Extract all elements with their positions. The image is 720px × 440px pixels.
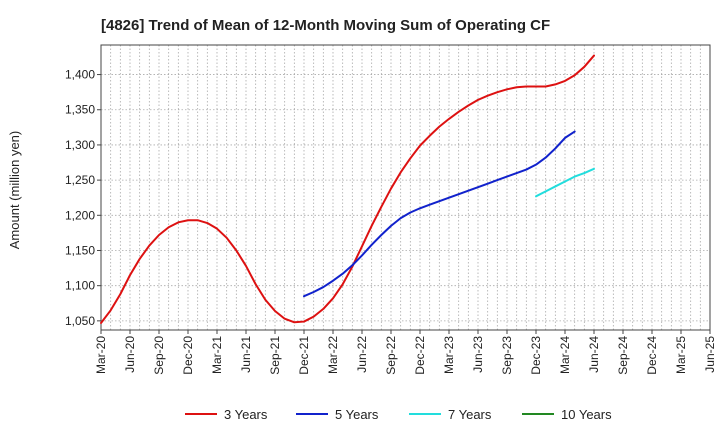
x-tick-label: Mar-20 <box>94 336 108 374</box>
x-tick-label: Mar-21 <box>210 336 224 374</box>
grid <box>101 45 710 330</box>
x-tick-label: Jun-22 <box>355 336 369 373</box>
legend-label-5-years: 5 Years <box>335 407 379 422</box>
y-tick-label: 1,250 <box>65 173 95 187</box>
x-tick-label: Jun-21 <box>239 336 253 373</box>
x-tick-label: Sep-21 <box>268 336 282 375</box>
x-tick-label: Dec-23 <box>529 336 543 375</box>
y-tick-label: 1,300 <box>65 138 95 152</box>
x-tick-label: Jun-20 <box>123 336 137 373</box>
x-tick-label: Mar-25 <box>674 336 688 374</box>
chart-title: [4826] Trend of Mean of 12-Month Moving … <box>101 17 550 34</box>
y-tick-label: 1,150 <box>65 243 95 257</box>
y-axis-title: Amount (million yen) <box>7 131 22 250</box>
x-tick-label: Dec-22 <box>413 336 427 375</box>
legend-label-7-years: 7 Years <box>448 407 492 422</box>
y-tick-label: 1,200 <box>65 208 95 222</box>
y-tick-label: 1,350 <box>65 103 95 117</box>
x-tick-label: Jun-24 <box>587 336 601 373</box>
legend: 3 Years 5 Years 7 Years 10 Years <box>185 407 612 422</box>
x-tick-label: Dec-20 <box>181 336 195 375</box>
series-layer <box>100 54 595 324</box>
x-tick-label: Sep-22 <box>384 336 398 375</box>
x-tick-label: Mar-23 <box>442 336 456 374</box>
x-tick-label: Dec-24 <box>645 336 659 375</box>
series-line-5-years <box>303 130 576 298</box>
y-tick-label: 1,400 <box>65 68 95 82</box>
x-tick-label: Jun-25 <box>703 336 717 373</box>
y-tick-label: 1,100 <box>65 279 95 293</box>
x-tick-label: Sep-20 <box>152 336 166 375</box>
x-tick-label: Sep-23 <box>500 336 514 375</box>
legend-label-10-years: 10 Years <box>561 407 612 422</box>
legend-label-3-years: 3 Years <box>224 407 268 422</box>
x-tick-label: Sep-24 <box>616 336 630 375</box>
series-line-3-years <box>100 54 595 324</box>
x-tick-label: Jun-23 <box>471 336 485 373</box>
x-tick-label: Mar-24 <box>558 336 572 374</box>
y-axis: 1,050 1,100 1,150 1,200 1,250 1,300 1,350 1,400 <box>65 68 101 328</box>
plot-area <box>100 44 711 331</box>
x-axis: Mar-20 Jun-20 Sep-20 Dec-20 Mar-21 Jun-21 Sep-… <box>94 330 717 375</box>
x-tick-label: Dec-21 <box>297 336 311 375</box>
x-tick-label: Mar-22 <box>326 336 340 374</box>
y-tick-label: 1,050 <box>65 314 95 328</box>
series-line-7-years <box>535 167 595 198</box>
